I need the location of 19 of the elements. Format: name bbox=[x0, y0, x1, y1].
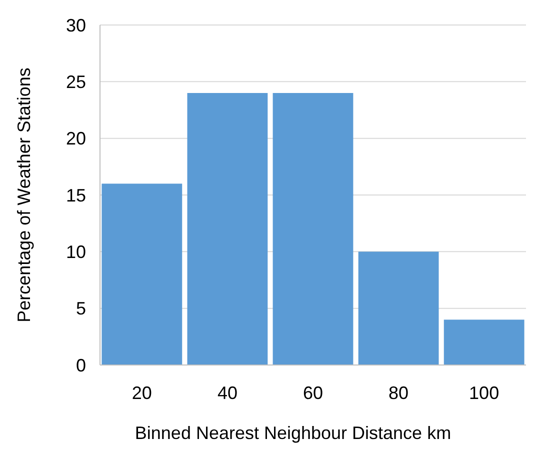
x-tick-label: 80 bbox=[388, 383, 409, 403]
y-tick-label: 20 bbox=[66, 128, 86, 149]
y-tick-label: 10 bbox=[66, 242, 86, 262]
x-tick-label: 100 bbox=[469, 383, 500, 403]
x-axis-title: Binned Nearest Neighbour Distance km bbox=[134, 423, 452, 443]
y-tick-label: 25 bbox=[66, 72, 86, 92]
bar bbox=[358, 252, 439, 365]
bar bbox=[272, 93, 354, 365]
y-tick-label: 0 bbox=[76, 355, 86, 376]
y-tick-label: 30 bbox=[66, 15, 86, 36]
bar bbox=[102, 184, 182, 365]
x-tick-label: 20 bbox=[132, 383, 152, 403]
y-axis-title: Percentage of Weather Stations bbox=[14, 68, 34, 322]
bar bbox=[444, 320, 524, 365]
y-tick-label: 5 bbox=[76, 298, 86, 319]
x-tick-label: 40 bbox=[217, 383, 238, 403]
bar bbox=[187, 93, 268, 365]
y-tick-label: 15 bbox=[66, 185, 86, 206]
x-tick-label: 60 bbox=[302, 383, 324, 403]
